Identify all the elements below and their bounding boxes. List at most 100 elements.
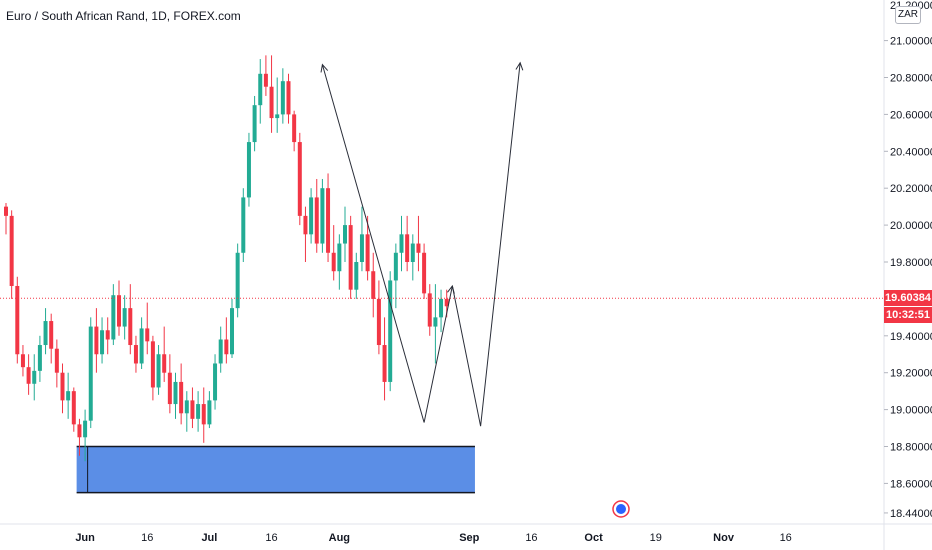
candle-up (156, 345, 161, 395)
candle-down (133, 335, 138, 373)
candle-up (252, 95, 257, 152)
price-tick-label: 20.60000 (890, 109, 932, 121)
candle-body (263, 73, 268, 87)
candle-up (111, 284, 116, 346)
candle-up (32, 354, 37, 401)
event-marker-core (616, 504, 626, 514)
candle-body (241, 197, 246, 253)
candle-body (196, 404, 201, 419)
candle-up (235, 243, 240, 318)
arrow-head-start (320, 63, 329, 73)
candle-body (26, 367, 31, 384)
candle-up (184, 391, 189, 432)
candle-down (371, 252, 376, 318)
candle-down (117, 280, 121, 336)
candle-body (224, 339, 229, 355)
time-tick-label: 16 (141, 532, 153, 544)
candle-up (230, 298, 234, 358)
candle-down (376, 280, 381, 355)
time-tick-label: 16 (265, 532, 277, 544)
candle-up (218, 326, 223, 373)
candle-body (54, 348, 59, 373)
misc-icons (612, 500, 630, 518)
candle-up (173, 372, 178, 419)
candle-body (292, 114, 297, 143)
price-tick-label: 20.40000 (890, 146, 932, 158)
candle-body (433, 317, 438, 327)
candle-body (365, 234, 370, 272)
candle-up (43, 308, 48, 355)
zone-fill (76, 446, 475, 493)
candle-up (139, 317, 144, 370)
demand-zone[interactable] (76, 445, 475, 494)
candle-up (354, 252, 359, 299)
candle-body (173, 381, 178, 405)
time-tick-label: Aug (329, 532, 350, 544)
candle-body (32, 370, 37, 384)
time-axis[interactable]: Jun 16 Jul 16 Aug Sep 16 Oct 19 Nov 16 (75, 532, 792, 544)
candle-down (49, 313, 54, 364)
candle-down (128, 284, 133, 355)
arrow-head-mid (447, 284, 455, 294)
candle-down (292, 110, 297, 152)
candle-body (4, 206, 8, 216)
candle-down (286, 73, 291, 124)
candle-down (190, 387, 195, 429)
candle-down (297, 132, 302, 226)
candle-body (235, 252, 240, 309)
candle-body (275, 114, 280, 119)
candle-down (314, 178, 319, 253)
candle-body (77, 424, 82, 438)
candle-up (393, 243, 398, 309)
time-tick-label: 19 (650, 532, 662, 544)
candle-down (167, 354, 172, 414)
price-tick-label: 19.20000 (890, 368, 932, 380)
price-tick-label: 21.00000 (890, 36, 932, 48)
candle-up (388, 271, 393, 392)
candle-down (26, 354, 31, 395)
currency-badge[interactable]: ZAR (895, 6, 921, 24)
candle-up (359, 206, 364, 272)
time-tick-label: 16 (780, 532, 792, 544)
candle-down (162, 326, 167, 382)
price-tick-label: 20.80000 (890, 72, 932, 84)
candle-down (94, 308, 99, 373)
chart-title: Euro / South African Rand, 1D, FOREX.com (6, 9, 241, 23)
candle-up (439, 289, 444, 333)
candle-up (275, 77, 280, 133)
candle-body (393, 252, 398, 281)
time-tick-label: Nov (713, 532, 735, 544)
candle-body (444, 298, 449, 307)
candle-body (314, 197, 319, 244)
candle-body (37, 345, 42, 371)
candle-up (258, 59, 263, 124)
candle-down (145, 302, 150, 355)
candle-up (343, 206, 347, 262)
candle-body (213, 363, 218, 401)
candle-body (66, 391, 71, 401)
candle-up (433, 284, 438, 364)
candle-body (416, 243, 421, 253)
candle-body (343, 225, 347, 244)
candle-down (54, 339, 59, 388)
candle-body (326, 188, 331, 253)
candle-body (303, 215, 308, 235)
candle-body (399, 234, 404, 253)
time-tick-label: Sep (459, 532, 479, 544)
price-tick-label: 19.40000 (890, 331, 932, 343)
candle-up (241, 188, 246, 262)
pattern-annotation[interactable] (320, 61, 524, 427)
candle-down (331, 225, 336, 281)
candle-body (94, 326, 99, 355)
candle-body (133, 345, 138, 364)
candle-up (37, 335, 42, 382)
price-axis[interactable]: 18.44000 18.60000 18.80000 19.00000 19.20000… (884, 0, 932, 520)
candle-body (43, 321, 48, 346)
candle-body (286, 81, 291, 115)
candle-body (359, 234, 364, 262)
candle-body (439, 298, 444, 318)
candle-body (100, 330, 105, 355)
candle-body (354, 262, 359, 290)
price-tick-label: 20.20000 (890, 183, 932, 195)
